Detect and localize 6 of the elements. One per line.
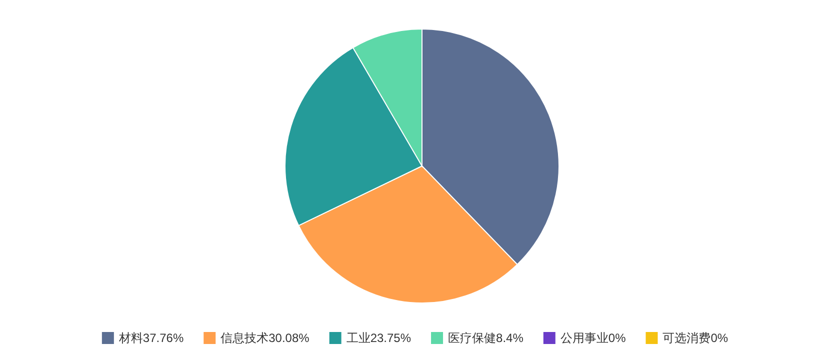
legend-label: 可选消费0% [662, 331, 728, 345]
legend-label: 材料37.76% [118, 331, 184, 345]
legend-label: 医疗保健8.4% [448, 331, 524, 345]
legend-label: 信息技术30.08% [220, 331, 310, 345]
legend-label: 工业23.75% [346, 331, 412, 345]
legend-label: 公用事业0% [560, 331, 626, 345]
